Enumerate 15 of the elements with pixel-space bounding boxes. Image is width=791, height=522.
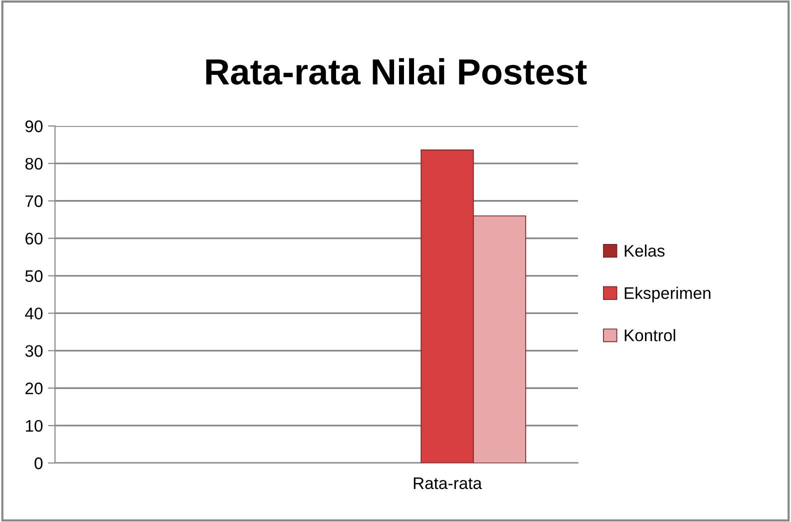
legend-label: Eksperimen <box>624 286 710 302</box>
y-tick-label: 20 <box>25 382 43 394</box>
y-tick-label: 70 <box>26 195 43 208</box>
y-tick-label: 80 <box>25 158 43 170</box>
chart-title: Rata-rata Nilai Postest <box>206 58 587 85</box>
y-tick-label: 10 <box>26 420 43 432</box>
legend-label: Kontrol <box>624 329 676 342</box>
y-tick-label: 90 <box>25 120 43 132</box>
y-tick-label: 60 <box>26 232 43 245</box>
legend-label: Kelas <box>624 244 665 257</box>
x-tick-label: Rata-rata <box>414 478 482 490</box>
y-tick-label: 50 <box>25 270 43 282</box>
y-tick-label: 30 <box>25 345 43 357</box>
y-tick-label: 0 <box>34 457 43 470</box>
y-tick-label: 40 <box>25 308 43 320</box>
